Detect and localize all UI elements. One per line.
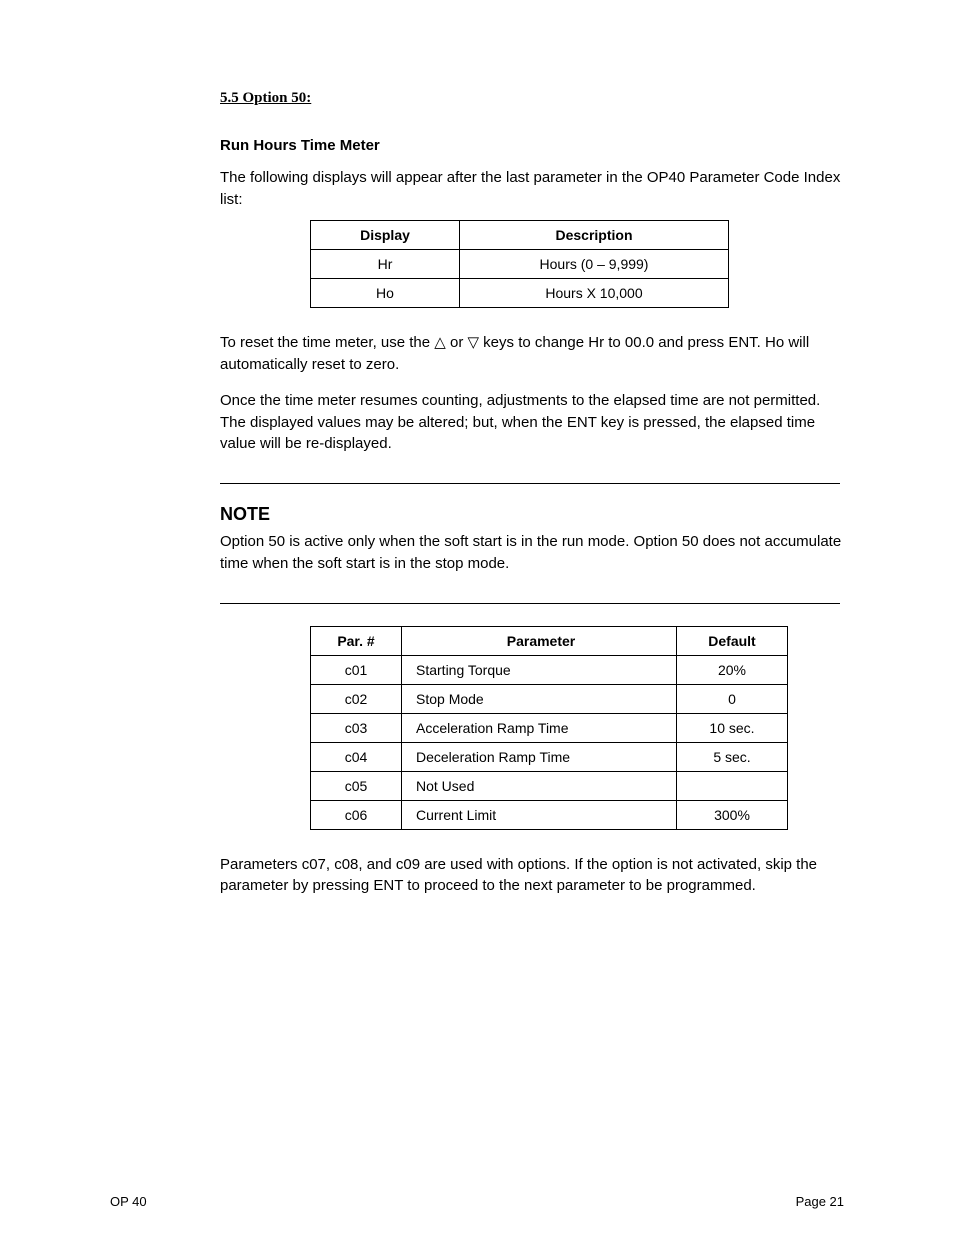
display-description-table: Display Description Hr Hours (0 – 9,999)… <box>310 220 729 308</box>
cell: 10 sec. <box>677 713 788 742</box>
table-header-row: Par. # Parameter Default <box>311 626 788 655</box>
resume-text: Once the time meter resumes counting, ad… <box>220 390 844 455</box>
table-row: Ho Hours X 10,000 <box>311 279 729 308</box>
page: 5.5 Option 50: Run Hours Time Meter The … <box>0 0 954 1235</box>
cell: Acceleration Ramp Time <box>402 713 677 742</box>
section-number: 5.5 Option 50: <box>220 90 311 106</box>
cell-display: Ho <box>311 279 460 308</box>
cell: 5 sec. <box>677 742 788 771</box>
cell: 300% <box>677 800 788 829</box>
section-label: 5.5 Option 50: <box>220 90 844 107</box>
cell-description: Hours X 10,000 <box>460 279 729 308</box>
col-description: Description <box>460 221 729 250</box>
note-body: Option 50 is active only when the soft s… <box>220 531 844 575</box>
cell <box>677 771 788 800</box>
col-default: Default <box>677 626 788 655</box>
cell: c02 <box>311 684 402 713</box>
col-display: Display <box>311 221 460 250</box>
note-block: NOTE Option 50 is active only when the s… <box>220 504 844 575</box>
cell: c03 <box>311 713 402 742</box>
table-row: c04 Deceleration Ramp Time 5 sec. <box>311 742 788 771</box>
table-row: Hr Hours (0 – 9,999) <box>311 250 729 279</box>
table-row: c02 Stop Mode 0 <box>311 684 788 713</box>
section-heading: Run Hours Time Meter <box>220 135 844 157</box>
cell: Stop Mode <box>402 684 677 713</box>
cell: c06 <box>311 800 402 829</box>
col-par: Par. # <box>311 626 402 655</box>
table-row: c01 Starting Torque 20% <box>311 655 788 684</box>
post-table-text: Parameters c07, c08, and c09 are used wi… <box>220 854 844 898</box>
parameter-table: Par. # Parameter Default c01 Starting To… <box>310 626 788 830</box>
cell: 0 <box>677 684 788 713</box>
cell: Current Limit <box>402 800 677 829</box>
intro-text: The following displays will appear after… <box>220 167 844 211</box>
table-header-row: Display Description <box>311 221 729 250</box>
cell: Deceleration Ramp Time <box>402 742 677 771</box>
table-row: c03 Acceleration Ramp Time 10 sec. <box>311 713 788 742</box>
reset-text: To reset the time meter, use the △ or ▽ … <box>220 332 844 376</box>
table-row: c05 Not Used <box>311 771 788 800</box>
divider-bottom <box>220 603 840 604</box>
cell: c04 <box>311 742 402 771</box>
note-title: NOTE <box>220 504 844 525</box>
divider-top <box>220 483 840 484</box>
cell: Starting Torque <box>402 655 677 684</box>
page-footer: OP 40 Page 21 <box>110 1194 844 1209</box>
cell: Not Used <box>402 771 677 800</box>
cell: 20% <box>677 655 788 684</box>
col-parameter: Parameter <box>402 626 677 655</box>
cell: c01 <box>311 655 402 684</box>
cell-display: Hr <box>311 250 460 279</box>
table-row: c06 Current Limit 300% <box>311 800 788 829</box>
footer-right: Page 21 <box>796 1194 844 1209</box>
cell-description: Hours (0 – 9,999) <box>460 250 729 279</box>
cell: c05 <box>311 771 402 800</box>
footer-left: OP 40 <box>110 1194 147 1209</box>
